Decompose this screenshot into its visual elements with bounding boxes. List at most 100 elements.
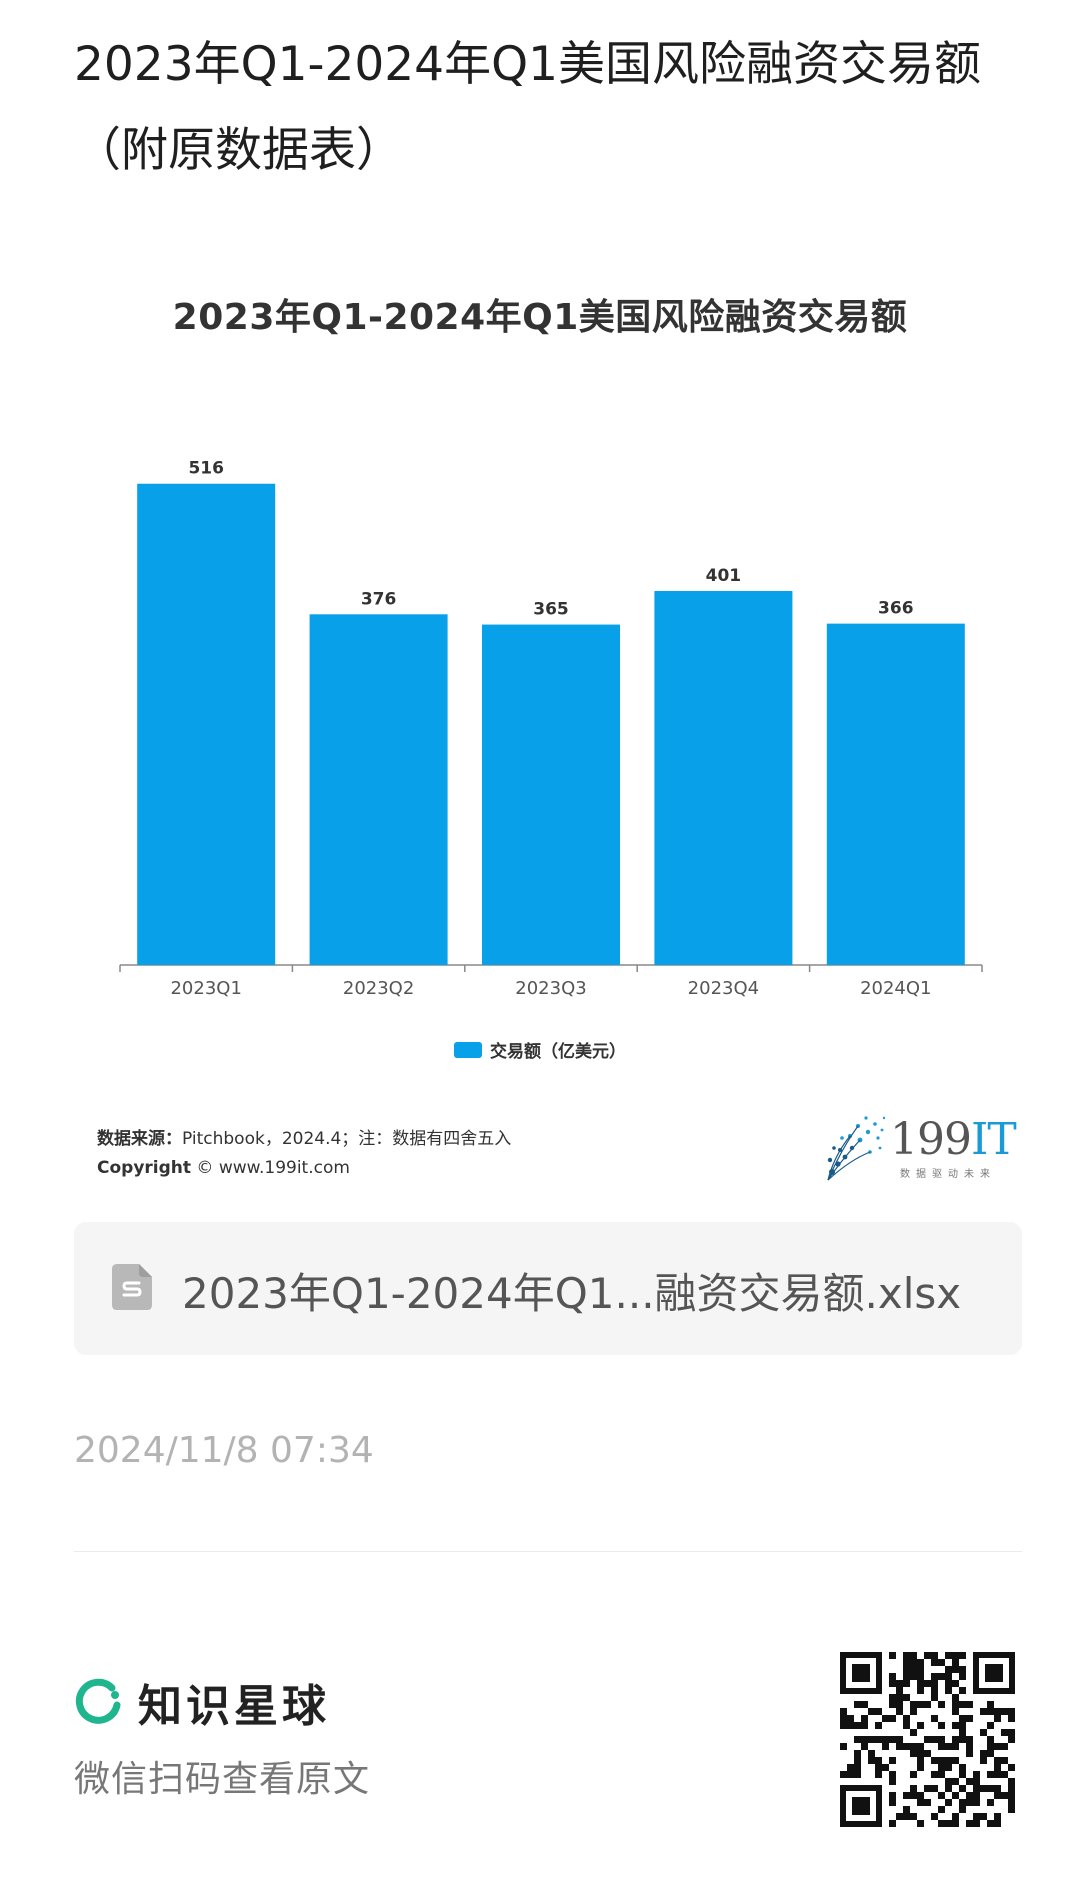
qr-module [896, 1687, 903, 1694]
copyright-text: © www.199it.com [196, 1158, 350, 1178]
qr-module [980, 1729, 987, 1736]
qr-module [938, 1659, 945, 1666]
qr-module [917, 1792, 924, 1799]
page-title: 2023年Q1-2024年Q1美国风险融资交易额（附原数据表） [74, 37, 981, 178]
attachment-filename: 2023年Q1-2024年Q1...融资交易额.xlsx [182, 1269, 962, 1318]
qr-module [875, 1722, 882, 1729]
zsxq-brand-name: 知识星球 [138, 1681, 330, 1732]
qr-module [924, 1680, 931, 1687]
qr-module [938, 1701, 945, 1708]
qr-module [938, 1764, 945, 1771]
qr-module [903, 1715, 910, 1722]
qr-module [1008, 1764, 1015, 1771]
qr-module [938, 1771, 945, 1778]
qr-module [854, 1701, 861, 1708]
qr-module [910, 1666, 917, 1673]
qr-module [903, 1666, 910, 1673]
qr-module [868, 1757, 875, 1764]
qr-module [931, 1694, 938, 1701]
qr-module [945, 1687, 952, 1694]
qr-module [966, 1743, 973, 1750]
qr-module [896, 1701, 903, 1708]
divider [74, 1551, 1022, 1552]
qr-module [854, 1757, 861, 1764]
qr-module [987, 1708, 994, 1715]
qr-module [910, 1743, 917, 1750]
qr-module [952, 1736, 959, 1743]
qr-module [931, 1715, 938, 1722]
legend-label: 交易额（亿美元） [490, 1042, 626, 1062]
qr-module [1008, 1799, 1015, 1806]
qr-module [966, 1715, 973, 1722]
qr-module [861, 1715, 868, 1722]
qr-module [959, 1799, 966, 1806]
qr-module [987, 1750, 994, 1757]
qr-module [980, 1757, 987, 1764]
qr-module [987, 1771, 994, 1778]
qr-module [903, 1813, 910, 1820]
qr-module [882, 1715, 889, 1722]
qr-module [938, 1722, 945, 1729]
qr-module [917, 1764, 924, 1771]
qr-module [917, 1659, 924, 1666]
qr-module [952, 1757, 959, 1764]
qr-module [987, 1785, 994, 1792]
qr-module [994, 1764, 1001, 1771]
qr-module [973, 1785, 980, 1792]
qr-module [945, 1820, 952, 1827]
qr-module [889, 1736, 896, 1743]
qr-module [854, 1722, 861, 1729]
qr-module [854, 1764, 861, 1771]
qr-module [917, 1722, 924, 1729]
qr-module [994, 1792, 1001, 1799]
qr-module [910, 1652, 917, 1659]
qr-module [896, 1694, 903, 1701]
qr-module [980, 1813, 987, 1820]
qr-module [1001, 1771, 1008, 1778]
qr-module [1008, 1729, 1015, 1736]
qr-module [952, 1743, 959, 1750]
qr-module [966, 1799, 973, 1806]
qr-module [1001, 1757, 1008, 1764]
qr-module [987, 1743, 994, 1750]
qr-module [889, 1771, 896, 1778]
attachment-card[interactable]: 2023年Q1-2024年Q1...融资交易额.xlsx [74, 1222, 1022, 1355]
qr-module [896, 1708, 903, 1715]
qr-module [910, 1771, 917, 1778]
qr-module [952, 1680, 959, 1687]
qr-module [903, 1792, 910, 1799]
qr-module [959, 1764, 966, 1771]
qr-module [938, 1820, 945, 1827]
qr-module [1008, 1708, 1015, 1715]
qr-module [910, 1750, 917, 1757]
data-label-2023Q3: 365 [533, 600, 569, 620]
qr-module [994, 1715, 1001, 1722]
qr-code[interactable] [840, 1652, 1015, 1827]
qr-module [966, 1792, 973, 1799]
qr-module [889, 1792, 896, 1799]
qr-module [847, 1715, 854, 1722]
qr-module [931, 1771, 938, 1778]
qr-module [910, 1792, 917, 1799]
qr-module [945, 1757, 952, 1764]
qr-module [889, 1778, 896, 1785]
qr-module [889, 1680, 896, 1687]
qr-module [973, 1771, 980, 1778]
logo-tagline: 数据驱动未来 [900, 1169, 996, 1180]
qr-module [959, 1806, 966, 1813]
qr-module [854, 1750, 861, 1757]
qr-module [966, 1778, 973, 1785]
qr-module [938, 1806, 945, 1813]
qr-module [917, 1743, 924, 1750]
qr-module [945, 1680, 952, 1687]
x-tick-label-2023Q3: 2023Q3 [515, 978, 586, 999]
qr-module [966, 1750, 973, 1757]
qr-module [966, 1736, 973, 1743]
source-text: Pitchbook，2024.4；注：数据有四舍五入 [182, 1129, 512, 1149]
bar-chart: 516 2023Q1 376 2023Q2 365 2023Q3 401 2023Q4 366 2… [119, 459, 983, 999]
qr-module [896, 1736, 903, 1743]
qr-module [1001, 1708, 1008, 1715]
qr-module [959, 1687, 966, 1694]
bar-2023Q2 [309, 614, 448, 965]
x-tick-label-2023Q4: 2023Q4 [688, 978, 759, 999]
